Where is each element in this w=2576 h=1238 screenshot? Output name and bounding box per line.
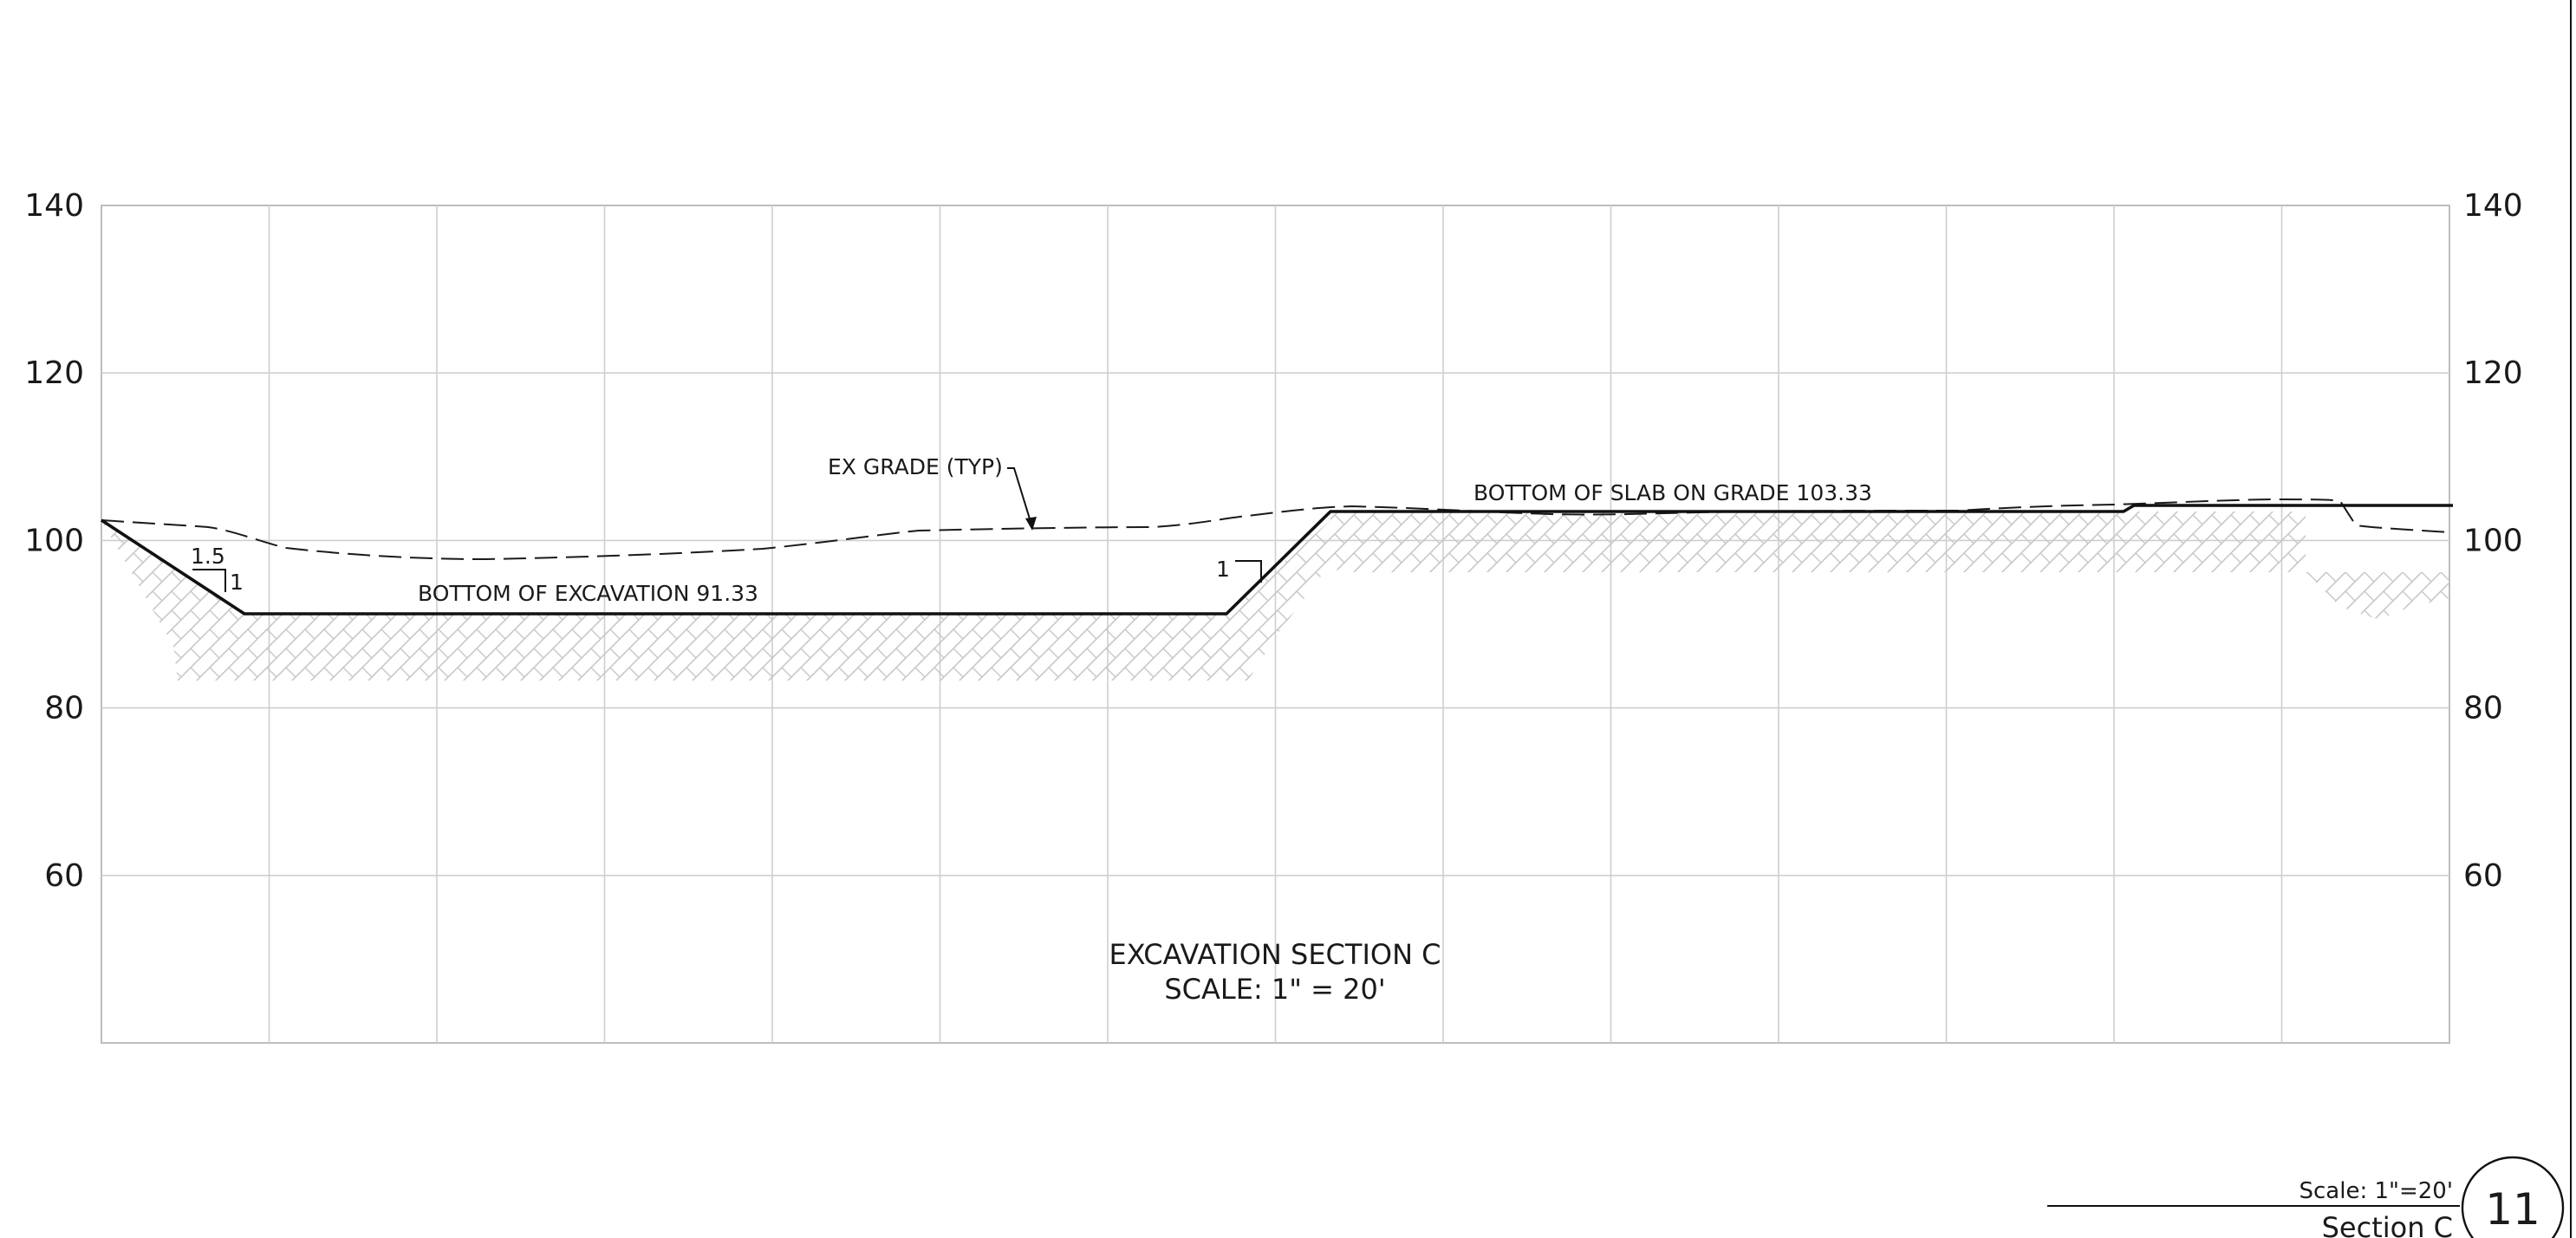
vertical-grid-lines: [268, 205, 2283, 1043]
title-block-circle: [2461, 1156, 2565, 1238]
left-elevation-axis: 140 120 100 80 60: [24, 188, 84, 894]
soil-hatching: [101, 511, 2449, 681]
slope-ratio-right: 1: [1216, 557, 1262, 583]
section-title-line2: SCALE: 1" = 20': [1164, 973, 1385, 1006]
ex-grade-label: EX GRADE (TYP): [828, 454, 1003, 479]
right-axis-label: 120: [2463, 355, 2523, 391]
title-block-number: 11: [2485, 1184, 2540, 1235]
ex-grade-callout: EX GRADE (TYP): [828, 454, 1037, 531]
section-title-line1: EXCAVATION SECTION C: [1109, 938, 1441, 971]
title-block-scale: Scale: 1"=20': [2300, 1178, 2454, 1204]
hatch-left-excavation: [101, 520, 1330, 681]
left-axis-label: 120: [24, 355, 84, 391]
left-axis-label: 140: [24, 188, 84, 224]
slope-run-label: 1.5: [191, 544, 225, 569]
leader-arrowhead: [1025, 517, 1037, 531]
right-axis-label: 140: [2463, 188, 2523, 224]
right-elevation-axis: 140 120 100 80 60: [2463, 188, 2523, 894]
slope-rise-label: 1: [230, 570, 244, 595]
hatch-right-pad: [1330, 511, 2449, 620]
title-block-name: Section C: [2322, 1211, 2453, 1238]
left-axis-label: 80: [44, 691, 84, 727]
right-axis-label: 80: [2463, 691, 2503, 727]
excavation-cut-line: [101, 504, 2453, 616]
existing-grade-line: [101, 498, 2450, 561]
right-axis-label: 60: [2463, 858, 2503, 894]
grid: [101, 205, 2450, 1044]
title-block: Scale: 1"=20' Section C 11: [2047, 1156, 2565, 1238]
slope-ratio-left: 1.5 1: [191, 544, 244, 595]
right-axis-label: 100: [2463, 523, 2523, 558]
left-axis-label: 60: [44, 858, 84, 894]
bottom-of-excavation-label: BOTTOM OF EXCAVATION 91.33: [418, 581, 758, 606]
slope-rise-right-label: 1: [1216, 557, 1230, 582]
section-title: EXCAVATION SECTION C SCALE: 1" = 20': [1109, 938, 1441, 1006]
left-axis-label: 100: [24, 523, 84, 558]
bottom-of-slab-label: BOTTOM OF SLAB ON GRADE 103.33: [1473, 480, 1872, 505]
